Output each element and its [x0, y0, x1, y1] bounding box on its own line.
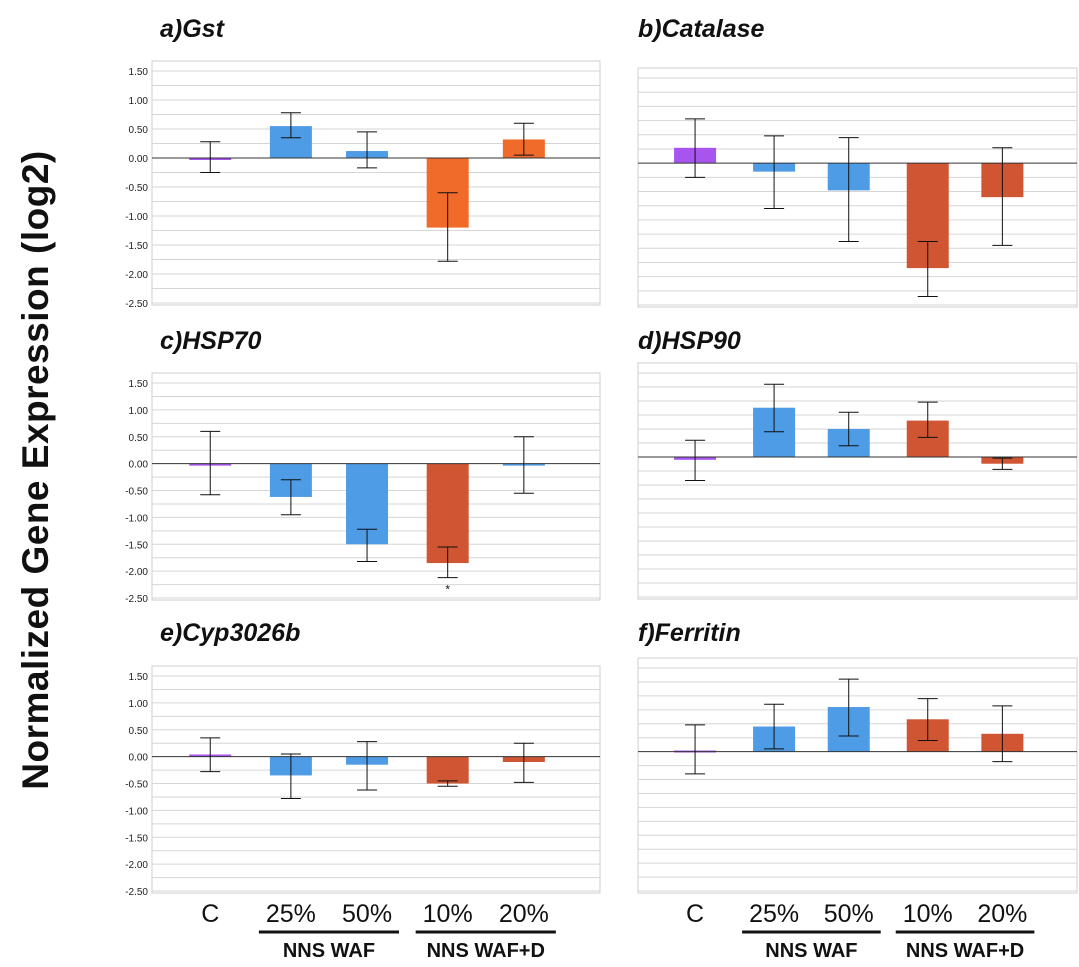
y-tick-label: -2.00: [125, 567, 148, 578]
y-tick-label: -1.00: [125, 513, 148, 524]
x-tick-label: 50%: [342, 900, 392, 928]
panel-a-gst: a)Gst 1.50 1.00 0.50 0.00 -0.50 -1.00 -1.50 -2.0…: [125, 15, 601, 310]
group-label: NNS WAF: [283, 940, 375, 962]
y-tick-label: -0.50: [125, 780, 148, 791]
y-tick-label: 0.50: [129, 726, 149, 737]
error-bar-c: [685, 724, 706, 775]
y-tick-label: -1.00: [125, 212, 148, 223]
y-tick-label: -2.00: [125, 860, 148, 871]
error-bar-10: [917, 240, 938, 297]
x-axis-left: C 25% 50% 10% 20% NNS WAF NNS WAF+D: [201, 900, 556, 962]
error-bar-10: [917, 401, 938, 438]
panel-e-cyp3026b: e)Cyp3026b 1.50 1.00 0.50 0.00 -0.50 -1.00 -1.5…: [125, 619, 601, 898]
y-tick-label: 0.00: [129, 154, 149, 165]
error-bar-20: [513, 742, 534, 783]
y-tick-label: -1.00: [125, 806, 148, 817]
x-tick-label: 10%: [423, 900, 473, 928]
panel-title: a)Gst: [160, 15, 226, 43]
group-label: NNS WAF+D: [906, 940, 1024, 962]
y-tick-label: 0.50: [129, 433, 149, 444]
panel-frame: [637, 362, 1078, 600]
error-bar-25: [280, 753, 301, 800]
panel-title: d)HSP90: [638, 327, 741, 355]
y-tick-label: 1.00: [129, 96, 149, 107]
x-tick-label: C: [201, 900, 219, 928]
panel-title: b)Catalase: [638, 15, 765, 43]
y-tick-label: -0.50: [125, 183, 148, 194]
y-tick-label: 1.00: [129, 699, 149, 710]
y-tick-label: 0.00: [129, 460, 149, 471]
x-tick-label: 25%: [749, 900, 799, 928]
group-label: NNS WAF: [765, 940, 857, 962]
error-bar-c: [685, 118, 706, 178]
error-bar-c: [200, 430, 221, 496]
error-bar-c: [200, 737, 221, 773]
error-bar-50: [357, 741, 378, 791]
error-bar-20: [513, 436, 534, 494]
error-bar-20: [992, 147, 1013, 246]
y-tick-label: -2.00: [125, 270, 148, 281]
error-bar-c: [200, 141, 221, 173]
panel-frame: [151, 60, 601, 306]
panel-frame: [151, 665, 601, 894]
panel-b-catalase: b)Catalase: [637, 15, 1078, 308]
panel-d-hsp90: d)HSP90: [637, 327, 1078, 600]
panel-frame: [151, 372, 601, 601]
y-tick-label: -0.50: [125, 487, 148, 498]
group-label: NNS WAF+D: [427, 940, 545, 962]
error-bar-25: [764, 383, 785, 433]
error-bar-10: [437, 780, 458, 787]
x-tick-label: 20%: [499, 900, 549, 928]
error-bar-c: [685, 439, 706, 482]
panel-title: c)HSP70: [160, 327, 262, 355]
x-tick-label: 25%: [266, 900, 316, 928]
error-bar-25: [764, 135, 785, 210]
error-bar-50: [838, 137, 859, 242]
error-bar-25: [764, 703, 785, 750]
error-bar-20: [992, 457, 1013, 470]
y-tick-label: -1.50: [125, 241, 148, 252]
bar-10: [426, 756, 469, 784]
y-tick-label: 1.50: [129, 67, 149, 78]
x-tick-label: 10%: [903, 900, 953, 928]
panel-f-ferritin: f)Ferritin: [637, 619, 1078, 894]
panel-title: f)Ferritin: [638, 619, 741, 647]
x-tick-label: 20%: [977, 900, 1027, 928]
error-bar-50: [357, 528, 378, 562]
error-bar-10: [437, 546, 458, 579]
y-tick-label: -2.50: [125, 887, 148, 898]
y-tick-label: -1.50: [125, 540, 148, 551]
panel-frame: [637, 657, 1078, 894]
significance-marker: *: [445, 583, 450, 597]
panel-frame: [637, 67, 1078, 308]
error-bar-10: [437, 192, 458, 262]
error-bar-20: [513, 122, 534, 156]
panel-c-hsp70: c)HSP70 1.50 1.00 0.50 0.00 -0.50 -1.00 -1.50 -2…: [125, 327, 601, 605]
y-tick-label: 1.50: [129, 379, 149, 390]
error-bar-50: [838, 411, 859, 447]
y-tick-label: 0.50: [129, 125, 149, 136]
x-tick-label: 50%: [824, 900, 874, 928]
error-bar-50: [357, 131, 378, 169]
error-bar-10: [917, 698, 938, 741]
y-tick-label: 0.00: [129, 753, 149, 764]
y-tick-label: -2.50: [125, 299, 148, 310]
error-bar-20: [992, 705, 1013, 763]
x-tick-label: C: [686, 900, 704, 928]
error-bar-25: [280, 479, 301, 516]
y-tick-label: -1.50: [125, 833, 148, 844]
y-tick-label: 1.50: [129, 672, 149, 683]
panel-title: e)Cyp3026b: [160, 619, 300, 647]
y-tick-label: 1.00: [129, 406, 149, 417]
error-bar-25: [280, 112, 301, 139]
error-bar-50: [838, 678, 859, 737]
x-axis-right: C 25% 50% 10% 20% NNS WAF NNS WAF+D: [686, 900, 1035, 962]
y-tick-label: -2.50: [125, 594, 148, 605]
